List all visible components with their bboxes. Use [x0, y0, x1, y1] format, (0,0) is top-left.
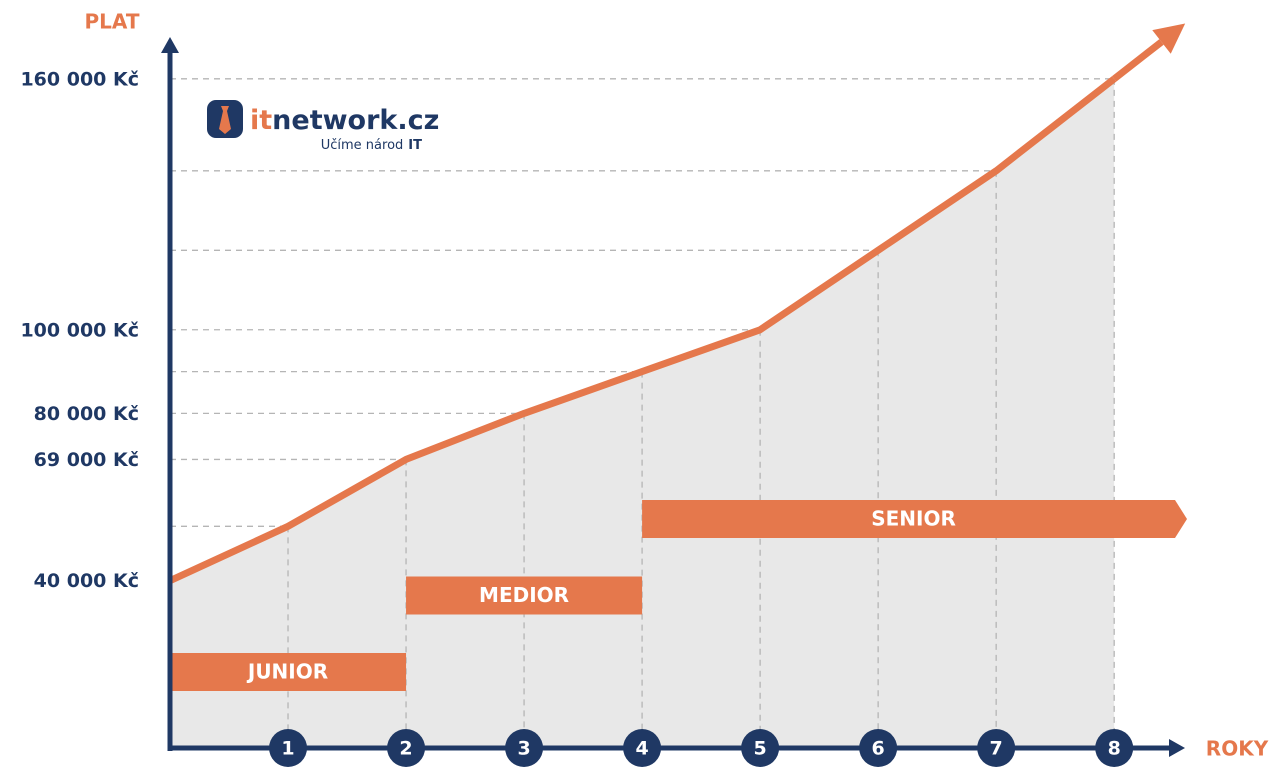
y-tick-label: 100 000 Kč	[20, 319, 139, 341]
logo-tagline-em: IT	[408, 138, 422, 153]
x-tick-label: 6	[872, 738, 885, 760]
y-tick-label: 69 000 Kč	[34, 449, 139, 471]
logo-tagline-line: Učíme národ IT	[321, 138, 422, 153]
x-tick	[741, 729, 780, 767]
phase-label: SENIOR	[871, 507, 956, 531]
x-tick-label: 8	[1108, 738, 1121, 760]
x-tick-label: 7	[990, 738, 1003, 760]
logo-tagline: Učíme národ	[321, 138, 404, 153]
x-tick	[859, 729, 898, 767]
y-tick-label: 160 000 Kč	[20, 68, 139, 90]
x-tick	[623, 729, 662, 767]
y-axis-arrow	[161, 37, 179, 53]
x-tick	[269, 729, 308, 767]
x-tick-label: 4	[635, 738, 648, 760]
x-tick	[387, 729, 426, 767]
phase-bar	[642, 500, 1187, 538]
x-tick	[505, 729, 544, 767]
phase-label: JUNIOR	[246, 660, 328, 684]
logo-prefix: it	[250, 105, 272, 136]
x-tick	[977, 729, 1016, 767]
line-arrowhead	[1152, 23, 1186, 54]
y-tick-label: 40 000 Kč	[34, 570, 139, 592]
x-tick-label: 3	[517, 738, 530, 760]
x-axis-arrow	[1169, 739, 1185, 757]
logo-name: itnetwork.cz	[250, 105, 439, 136]
x-tick-label: 5	[753, 738, 766, 760]
phase-bar	[406, 576, 643, 615]
line-extension	[1112, 39, 1164, 82]
logo: itnetwork.cz Učíme národ IT	[207, 100, 439, 153]
x-tick-label: 2	[399, 738, 412, 760]
logo-rest: network.cz	[272, 105, 439, 136]
line	[168, 76, 1117, 584]
y-axis-title: PLAT	[85, 10, 140, 34]
x-axis-title: ROKY	[1206, 737, 1269, 761]
logo-tie	[219, 106, 231, 134]
x-tick-label: 1	[281, 738, 294, 760]
y-tick-label: 80 000 Kč	[34, 403, 139, 425]
phase-bar	[170, 653, 407, 691]
phase-label: MEDIOR	[479, 583, 569, 607]
x-tick	[1095, 729, 1134, 767]
